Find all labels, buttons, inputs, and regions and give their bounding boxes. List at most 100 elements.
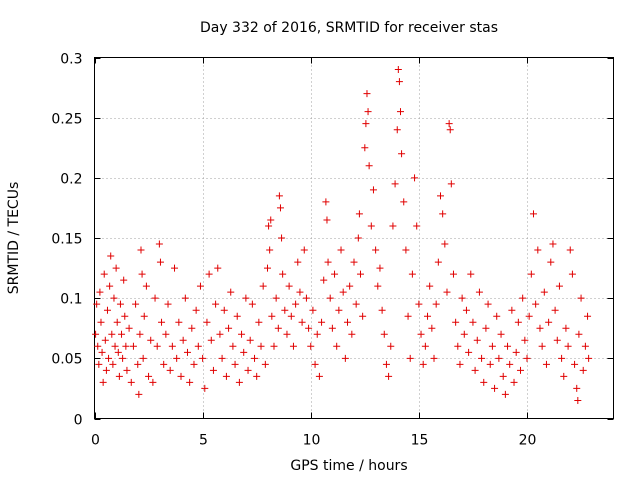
data-point [504,342,512,350]
data-point [140,312,148,320]
data-point [120,276,128,284]
data-point [106,282,114,290]
data-point [278,234,286,242]
data-point [419,360,427,368]
data-point [482,324,490,332]
data-point [235,378,243,386]
data-point [244,366,252,374]
data-point [540,288,548,296]
data-point [220,306,228,314]
data-point [577,294,585,302]
data-point [272,294,280,302]
data-point [101,336,109,344]
data-point [164,300,172,308]
data-point [147,336,155,344]
data-point [302,294,310,302]
data-point [525,312,533,320]
data-point [406,354,414,362]
data-point [320,276,328,284]
data-point [458,294,466,302]
data-point [486,360,494,368]
data-point [585,354,593,362]
data-point [268,312,276,320]
data-point [542,360,550,368]
data-point [529,210,537,218]
data-point [285,282,293,290]
data-point [452,318,460,326]
data-point [233,312,241,320]
data-point [127,378,135,386]
data-point [231,360,239,368]
data-point [265,222,273,230]
data-point [460,330,468,338]
data-point [391,180,399,188]
data-point [251,354,259,362]
data-point [510,378,518,386]
data-point [346,282,354,290]
data-point [123,366,131,374]
y-tick-label: 0.25 [51,112,82,128]
data-point [575,330,583,338]
x-tick-label: 20 [519,433,537,449]
data-point [558,354,566,362]
data-point [395,78,403,86]
data-point [341,354,349,362]
data-point [275,192,283,200]
data-point [207,336,215,344]
data-point [382,360,390,368]
data-point [408,270,416,278]
data-point [549,240,557,248]
data-point [158,318,166,326]
x-axis-label: GPS time / hours [290,458,407,474]
data-point [514,318,522,326]
data-point [400,198,408,206]
data-point [281,306,289,314]
data-point [380,330,388,338]
data-point [473,336,481,344]
data-point [114,348,122,356]
data-point [560,372,568,380]
x-tick-label: 5 [199,433,208,449]
data-point [339,288,347,296]
data-point [98,348,106,356]
data-point [294,258,302,266]
grid [94,57,614,419]
y-tick-label: 0.1 [60,292,82,308]
data-point [417,330,425,338]
data-point [149,378,157,386]
x-tick-label: 0 [91,433,100,449]
data-point [532,300,540,308]
data-point [393,126,401,134]
data-point [475,288,483,296]
data-point [411,174,419,182]
data-point [129,342,137,350]
data-point [369,186,377,194]
data-point [214,264,222,272]
data-point [512,348,520,356]
data-point [175,318,183,326]
x-tick-label: 15 [411,433,429,449]
data-point [372,246,380,254]
data-point [171,264,179,272]
data-point [212,300,220,308]
data-point [488,342,496,350]
data-point [156,258,164,266]
y-axis-label: SRMTID / TECUs [6,182,22,295]
plot-frame [94,57,614,419]
data-point [385,372,393,380]
data-point [335,306,343,314]
data-point [99,378,107,386]
data-point [292,300,300,308]
data-point [138,270,146,278]
data-point [432,300,440,308]
data-point [348,330,356,338]
data-point [491,384,499,392]
data-point [326,294,334,302]
x-tick-label: 10 [303,433,321,449]
data-point [261,360,269,368]
data-point [125,324,133,332]
data-point [177,372,185,380]
data-point [478,354,486,362]
data-point [264,264,271,272]
data-point [538,342,546,350]
